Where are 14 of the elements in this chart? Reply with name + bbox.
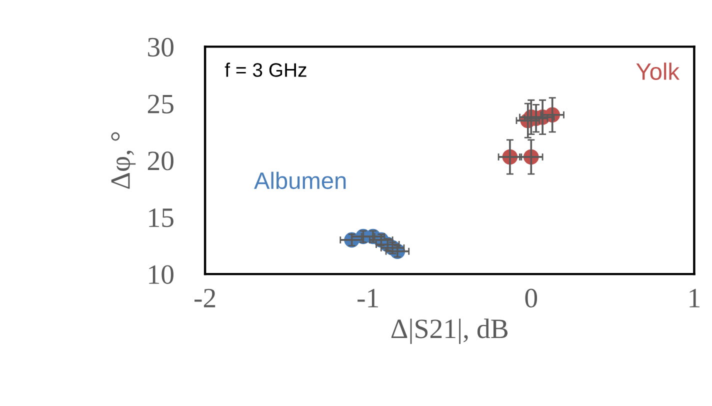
y-tick-label: 25 (148, 94, 174, 114)
x-axis-title: Δ|S21|, dB (391, 318, 508, 344)
series-label: Albumen (254, 172, 346, 190)
x-tick-label: -1 (358, 288, 378, 308)
y-tick-label: 10 (149, 265, 174, 284)
text: Yolk (636, 62, 680, 80)
x-tick-label: -2 (194, 288, 216, 308)
y-tick-label: 15 (149, 208, 174, 228)
y-tick-label: 20 (148, 152, 174, 170)
x-tick-label: 0 (525, 288, 538, 308)
y-tick-label: 30 (148, 38, 174, 57)
annotation: f = 3 GHz (224, 62, 306, 77)
y-axis-title: Δφ, ° (111, 132, 136, 189)
x-tick-label: 1 (690, 288, 700, 308)
